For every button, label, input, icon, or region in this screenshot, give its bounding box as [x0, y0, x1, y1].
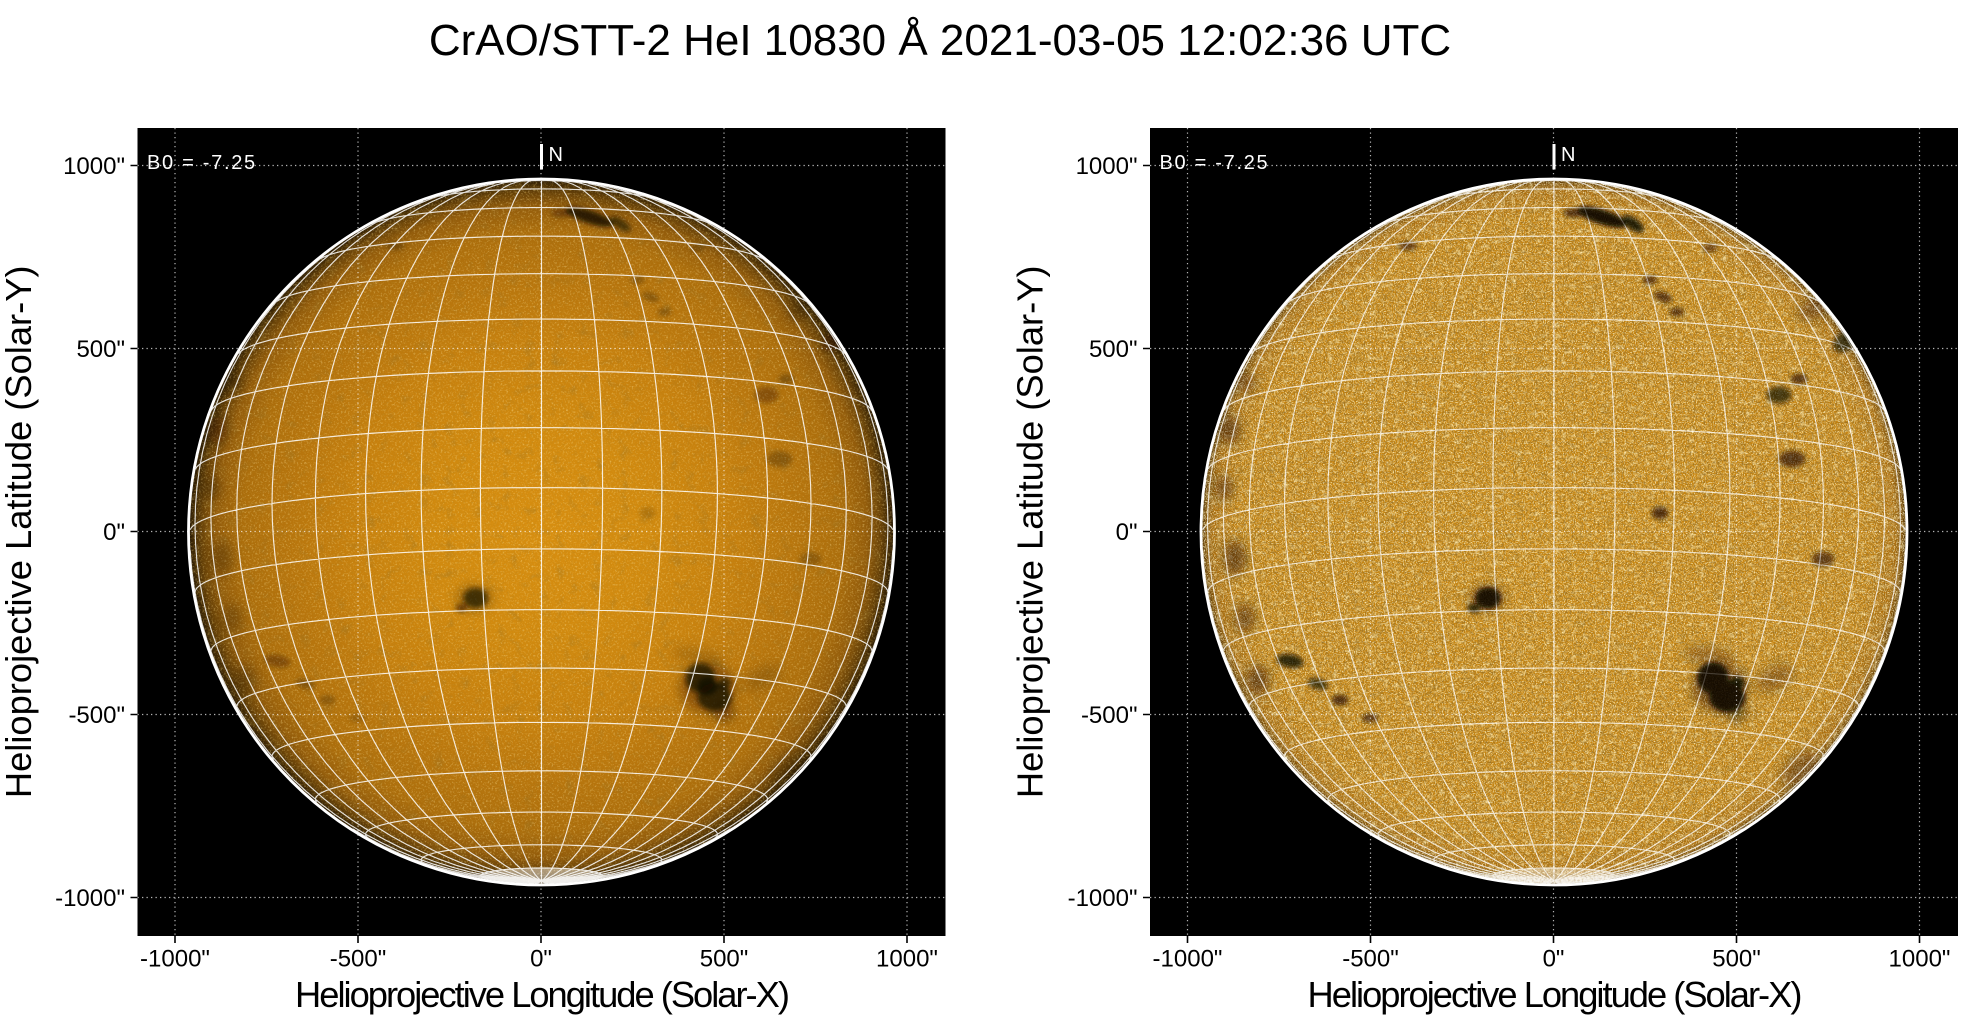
svg-text:Helioprojective Latitude (Sola: Helioprojective Latitude (Solar-Y) — [0, 265, 39, 798]
svg-text:Helioprojective Longitude (Sol: Helioprojective Longitude (Solar-X) — [295, 974, 788, 1015]
svg-text:-1000": -1000" — [55, 885, 125, 912]
svg-text:N: N — [1561, 144, 1575, 166]
svg-text:1000": 1000" — [63, 153, 125, 180]
svg-text:500": 500" — [1712, 946, 1761, 973]
svg-text:CrAO/STT-2 HeI 10830 Å 2021-03: CrAO/STT-2 HeI 10830 Å 2021-03-05 12:02:… — [429, 16, 1451, 65]
svg-text:0": 0" — [530, 946, 552, 973]
svg-text:N: N — [549, 144, 563, 166]
svg-text:-1000": -1000" — [1153, 946, 1223, 973]
svg-text:Helioprojective Latitude (Sola: Helioprojective Latitude (Solar-Y) — [1010, 265, 1051, 798]
svg-text:B0 = -7.25: B0 = -7.25 — [147, 152, 257, 174]
svg-text:-500": -500" — [1342, 946, 1399, 973]
svg-text:1000": 1000" — [876, 946, 938, 973]
svg-text:Helioprojective Longitude (Sol: Helioprojective Longitude (Solar-X) — [1308, 974, 1801, 1015]
svg-text:500": 500" — [1089, 336, 1138, 363]
svg-text:500": 500" — [700, 946, 749, 973]
svg-text:-500": -500" — [1081, 702, 1138, 729]
svg-text:1000": 1000" — [1889, 946, 1951, 973]
svg-text:0": 0" — [103, 519, 125, 546]
svg-text:0": 0" — [1116, 519, 1138, 546]
svg-text:B0 = -7.25: B0 = -7.25 — [1160, 152, 1270, 174]
svg-text:-1000": -1000" — [1068, 885, 1138, 912]
svg-text:500": 500" — [76, 336, 125, 363]
svg-text:-500": -500" — [68, 702, 125, 729]
svg-text:0": 0" — [1543, 946, 1565, 973]
svg-text:1000": 1000" — [1076, 153, 1138, 180]
svg-text:-1000": -1000" — [140, 946, 210, 973]
svg-text:-500": -500" — [330, 946, 387, 973]
